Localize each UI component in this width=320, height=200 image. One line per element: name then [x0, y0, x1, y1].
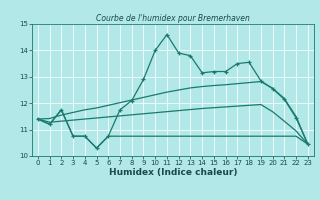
Title: Courbe de l'humidex pour Bremerhaven: Courbe de l'humidex pour Bremerhaven	[96, 14, 250, 23]
X-axis label: Humidex (Indice chaleur): Humidex (Indice chaleur)	[108, 168, 237, 177]
